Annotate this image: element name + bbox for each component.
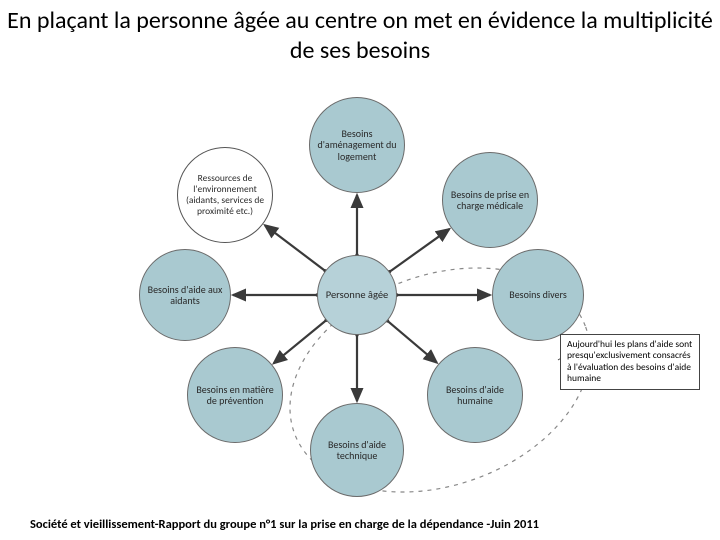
node-medicale: Besoins de prise en charge médicale — [442, 152, 538, 248]
node-label: Besoins d'aménagement du logement — [310, 124, 404, 167]
node-ressources: Ressources de l'environnement (aidants, … — [177, 147, 273, 243]
node-logement: Besoins d'aménagement du logement — [309, 97, 405, 193]
node-center: Personne âgée — [317, 255, 397, 335]
node-label: Besoins en matière de prévention — [188, 380, 282, 411]
node-technique: Besoins d'aide technique — [310, 403, 404, 497]
callout-box: Aujourd'hui les plans d'aide sont presqu… — [560, 334, 700, 390]
node-label: Besoins d'aide humaine — [428, 380, 522, 411]
node-label: Besoins d'aide technique — [311, 435, 403, 466]
node-humaine: Besoins d'aide humaine — [427, 347, 523, 443]
node-prevention: Besoins en matière de prévention — [187, 347, 283, 443]
footer-citation: Société et vieillissement-Rapport du gro… — [30, 517, 690, 532]
node-label: Besoins de prise en charge médicale — [443, 185, 537, 216]
node-divers: Besoins divers — [492, 249, 584, 341]
node-label: Ressources de l'environnement (aidants, … — [178, 169, 272, 221]
concept-diagram: Personne âgée Besoins d'aménagement du lo… — [0, 0, 720, 540]
node-label: Personne âgée — [322, 285, 393, 305]
callout-text: Aujourd'hui les plans d'aide sont presqu… — [567, 338, 692, 384]
node-label: Besoins d'aide aux aidants — [140, 280, 230, 311]
node-aidants: Besoins d'aide aux aidants — [139, 249, 231, 341]
node-label: Besoins divers — [505, 285, 571, 305]
